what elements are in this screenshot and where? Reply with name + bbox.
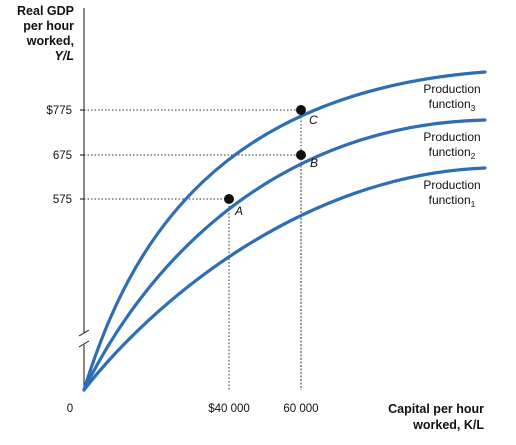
guide-lines xyxy=(84,109,302,390)
y-tick-label: 675 xyxy=(53,150,72,162)
point-A xyxy=(224,194,234,204)
points: A B C xyxy=(224,105,318,218)
y-axis-label: Real GDP per hour worked, Y/L xyxy=(0,4,74,64)
y-tick-label: 575 xyxy=(53,194,72,206)
y-axis-label-line: per hour xyxy=(23,19,74,33)
y-ticks: 575 675 $775 xyxy=(46,105,84,206)
x-axis-label-line: worked, K/L xyxy=(413,418,484,432)
point-label-A: A xyxy=(234,204,243,218)
production-function-curve-3 xyxy=(82,70,487,392)
curves xyxy=(82,70,487,392)
y-axis-label-line: Y/L xyxy=(54,49,74,63)
curve-label-1-line2: function1 xyxy=(429,193,476,209)
x-ticks: $40 000 60 000 xyxy=(208,403,318,415)
point-C xyxy=(296,105,306,115)
production-function-curve-1 xyxy=(82,166,487,392)
y-axis-label-line: worked, xyxy=(26,34,74,48)
x-axis-label-line: Capital per hour xyxy=(388,402,484,416)
x-tick-label: $40 000 xyxy=(208,403,250,415)
production-function-curve-2 xyxy=(82,118,487,392)
axis-break-icon xyxy=(78,329,90,348)
origin-label: 0 xyxy=(67,403,73,415)
curve-label-1: Production xyxy=(423,178,480,192)
x-axis-label: Capital per hour worked, K/L xyxy=(352,401,484,433)
curve-labels: Productionfunction3Productionfunction2Pr… xyxy=(423,82,480,209)
point-B xyxy=(296,150,306,160)
point-label-C: C xyxy=(309,113,318,127)
curve-label-2-line2: function2 xyxy=(429,145,476,161)
y-tick-label: $775 xyxy=(46,105,72,117)
curve-label-2: Production xyxy=(423,130,480,144)
curve-label-3-line2: function3 xyxy=(429,97,476,113)
point-label-B: B xyxy=(310,156,318,170)
curve-label-3: Production xyxy=(423,82,480,96)
y-axis-label-line: Real GDP xyxy=(17,4,74,18)
x-tick-label: 60 000 xyxy=(283,403,318,415)
